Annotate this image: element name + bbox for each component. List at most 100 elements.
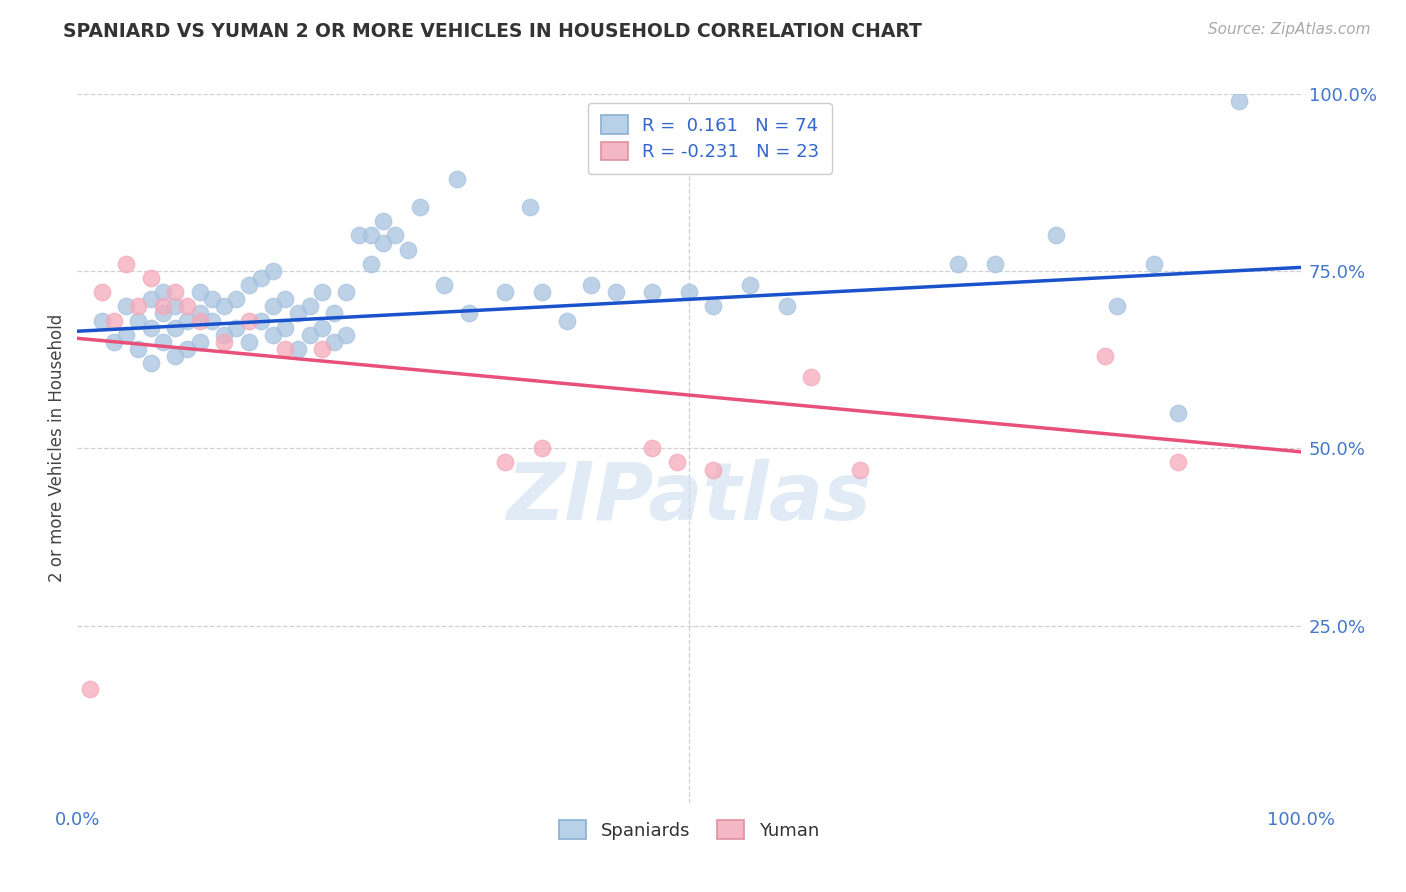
Point	[262, 327, 284, 342]
Point	[371, 235, 394, 250]
Point	[103, 313, 125, 327]
Point	[1143, 257, 1166, 271]
Point	[176, 300, 198, 314]
Point	[188, 306, 211, 320]
Point	[1167, 455, 1189, 469]
Point	[165, 285, 187, 300]
Point	[152, 285, 174, 300]
Point	[519, 200, 541, 214]
Point	[90, 313, 112, 327]
Point	[531, 441, 554, 455]
Point	[188, 334, 211, 349]
Point	[641, 285, 664, 300]
Point	[212, 334, 235, 349]
Point	[311, 320, 333, 334]
Point	[605, 285, 627, 300]
Text: Source: ZipAtlas.com: Source: ZipAtlas.com	[1208, 22, 1371, 37]
Point	[1167, 406, 1189, 420]
Text: ZIPatlas: ZIPatlas	[506, 458, 872, 537]
Point	[323, 306, 346, 320]
Point	[323, 334, 346, 349]
Point	[250, 271, 273, 285]
Point	[347, 228, 370, 243]
Point	[433, 278, 456, 293]
Point	[139, 356, 162, 370]
Point	[446, 171, 468, 186]
Point	[262, 264, 284, 278]
Point	[115, 257, 138, 271]
Point	[1229, 94, 1251, 108]
Point	[152, 300, 174, 314]
Point	[384, 228, 406, 243]
Point	[201, 313, 224, 327]
Point	[702, 462, 724, 476]
Legend: Spaniards, Yuman: Spaniards, Yuman	[551, 814, 827, 847]
Point	[262, 300, 284, 314]
Point	[409, 200, 432, 214]
Point	[335, 327, 357, 342]
Point	[188, 313, 211, 327]
Point	[984, 257, 1007, 271]
Point	[396, 243, 419, 257]
Point	[238, 334, 260, 349]
Point	[1045, 228, 1067, 243]
Point	[274, 342, 297, 356]
Point	[127, 342, 149, 356]
Point	[776, 300, 799, 314]
Point	[250, 313, 273, 327]
Point	[678, 285, 700, 300]
Point	[641, 441, 664, 455]
Point	[274, 320, 297, 334]
Point	[115, 300, 138, 314]
Point	[495, 455, 517, 469]
Text: SPANIARD VS YUMAN 2 OR MORE VEHICLES IN HOUSEHOLD CORRELATION CHART: SPANIARD VS YUMAN 2 OR MORE VEHICLES IN …	[63, 22, 922, 41]
Point	[495, 285, 517, 300]
Point	[274, 293, 297, 307]
Point	[225, 293, 247, 307]
Point	[555, 313, 578, 327]
Point	[139, 320, 162, 334]
Point	[176, 342, 198, 356]
Point	[360, 228, 382, 243]
Point	[360, 257, 382, 271]
Point	[238, 313, 260, 327]
Point	[103, 334, 125, 349]
Point	[311, 342, 333, 356]
Point	[1094, 349, 1116, 363]
Point	[176, 313, 198, 327]
Point	[800, 370, 823, 384]
Point	[946, 257, 969, 271]
Point	[79, 682, 101, 697]
Point	[152, 334, 174, 349]
Point	[165, 300, 187, 314]
Point	[335, 285, 357, 300]
Point	[298, 300, 321, 314]
Point	[212, 327, 235, 342]
Point	[287, 306, 309, 320]
Point	[579, 278, 602, 293]
Point	[238, 278, 260, 293]
Point	[212, 300, 235, 314]
Point	[152, 306, 174, 320]
Point	[457, 306, 479, 320]
Point	[665, 455, 688, 469]
Point	[90, 285, 112, 300]
Point	[188, 285, 211, 300]
Point	[201, 293, 224, 307]
Point	[298, 327, 321, 342]
Point	[740, 278, 762, 293]
Point	[1107, 300, 1129, 314]
Point	[115, 327, 138, 342]
Point	[311, 285, 333, 300]
Point	[165, 349, 187, 363]
Point	[371, 214, 394, 228]
Point	[531, 285, 554, 300]
Y-axis label: 2 or more Vehicles in Household: 2 or more Vehicles in Household	[48, 314, 66, 582]
Point	[127, 300, 149, 314]
Point	[702, 300, 724, 314]
Point	[165, 320, 187, 334]
Point	[287, 342, 309, 356]
Point	[849, 462, 872, 476]
Point	[127, 313, 149, 327]
Point	[139, 293, 162, 307]
